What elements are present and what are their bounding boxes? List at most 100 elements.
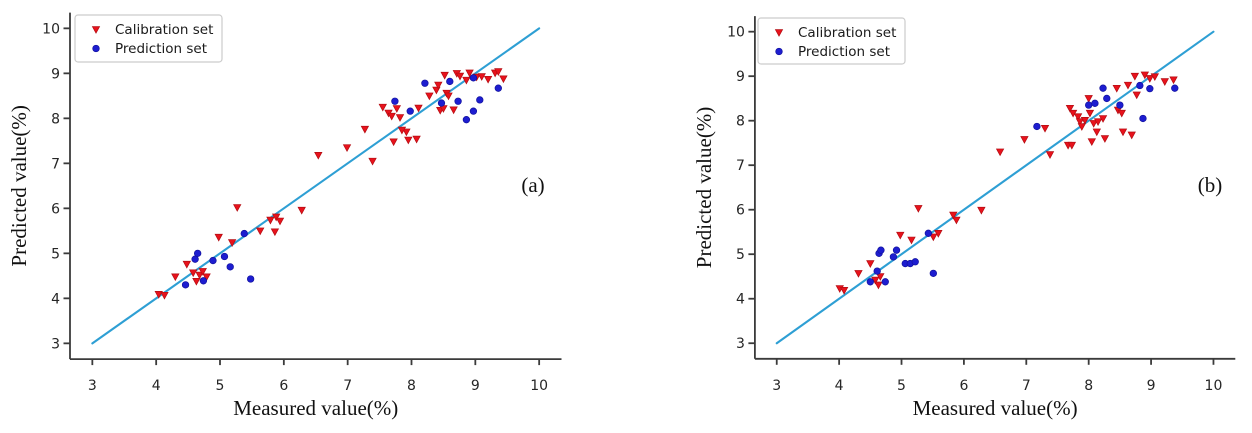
prediction-point xyxy=(1146,84,1154,93)
y-tick-label: 5 xyxy=(736,247,745,263)
y-tick-label: 7 xyxy=(736,158,745,174)
y-tick-label: 9 xyxy=(736,69,745,85)
y-tick-label: 7 xyxy=(51,156,60,172)
legend-box xyxy=(757,17,906,65)
y-tick-label: 6 xyxy=(736,203,745,219)
x-tick-label: 9 xyxy=(1147,378,1156,394)
prediction-point xyxy=(889,253,898,261)
prediction-point xyxy=(240,229,248,238)
prediction-point xyxy=(1139,114,1147,123)
calibration-point xyxy=(1150,73,1160,82)
prediction-point xyxy=(873,267,881,275)
calibration-point xyxy=(1093,118,1103,127)
panel-a: 3 4 5 6 7 8 9 10 3 4 5 6 7 8 9 10 Measured value(%) Predi… xyxy=(7,12,562,420)
calibration-point xyxy=(434,81,443,90)
calibration-point xyxy=(1040,125,1050,133)
prediction-point xyxy=(199,277,208,285)
x-tick-label: 5 xyxy=(897,378,906,394)
calibration-point xyxy=(1085,109,1095,118)
prediction-point xyxy=(421,79,429,87)
calibration-point xyxy=(1117,109,1126,118)
prediction-point xyxy=(1091,99,1099,107)
legend-triangle-down-icon xyxy=(91,26,101,34)
calibration-point xyxy=(896,231,905,240)
y-tick-label: 9 xyxy=(51,66,60,82)
calibration-point xyxy=(876,273,885,281)
calibration-point xyxy=(198,268,207,276)
x-tick-label: 7 xyxy=(343,378,352,394)
panel-b: 3 4 5 6 7 8 9 10 3 4 5 6 7 8 9 10 Measured value(%) Predi… xyxy=(692,16,1236,420)
calibration-point xyxy=(1127,131,1136,140)
calibration-point xyxy=(154,291,163,299)
calibration-point xyxy=(854,270,863,278)
prediction-point xyxy=(1103,94,1111,103)
calibration-point xyxy=(402,128,411,137)
calibration-point xyxy=(995,148,1005,157)
legend-entry-label: Prediction set xyxy=(115,41,207,57)
prediction-point xyxy=(181,281,190,289)
calibration-point xyxy=(160,291,169,300)
calibration-point xyxy=(1045,151,1055,159)
calibration-point xyxy=(1145,75,1155,83)
calibration-point xyxy=(1092,128,1101,137)
calibration-point xyxy=(182,260,192,269)
calibration-point xyxy=(1080,116,1090,125)
x-axis-title: Measured value(%) xyxy=(233,396,398,420)
x-axis-title: Measured value(%) xyxy=(913,396,1078,420)
calibration-point xyxy=(494,68,503,76)
calibration-point xyxy=(412,135,421,144)
calibration-point xyxy=(214,233,223,242)
prediction-set-points xyxy=(181,74,502,289)
calibration-point xyxy=(449,106,458,115)
calibration-point xyxy=(271,213,281,222)
calibration-set-points xyxy=(154,68,508,300)
prediction-point xyxy=(406,107,414,115)
calibration-point xyxy=(233,204,242,212)
x-tick-label: 6 xyxy=(279,378,288,394)
calibration-point xyxy=(389,138,398,147)
y-tick-label: 10 xyxy=(727,25,745,41)
calibration-point xyxy=(440,71,449,80)
prediction-point xyxy=(437,99,446,107)
x-tick-label: 10 xyxy=(1205,378,1223,394)
legend: Calibration set Prediction set xyxy=(74,14,223,63)
calibration-point xyxy=(1118,128,1128,137)
calibration-point xyxy=(1084,95,1093,103)
prediction-point xyxy=(476,96,484,104)
prediction-point xyxy=(194,249,202,258)
y-tick-label: 6 xyxy=(51,201,60,217)
y-tick-label: 3 xyxy=(736,336,745,352)
calibration-set-points xyxy=(835,71,1178,295)
calibration-point xyxy=(874,281,883,290)
x-tick-label: 4 xyxy=(152,378,161,394)
x-tick-label: 8 xyxy=(1084,378,1093,394)
x-tick-label: 3 xyxy=(88,378,97,394)
prediction-point xyxy=(892,246,901,254)
calibration-point xyxy=(1112,84,1121,93)
calibration-point xyxy=(1089,120,1098,128)
calibration-point xyxy=(195,271,204,280)
calibration-point xyxy=(404,136,413,145)
prediction-point xyxy=(246,275,255,283)
prediction-point xyxy=(877,246,885,254)
calibration-point xyxy=(1067,141,1077,150)
x-tick-label: 9 xyxy=(471,378,480,394)
prediction-point xyxy=(911,258,919,266)
legend: Calibration set Prediction set xyxy=(757,17,906,65)
calibration-point xyxy=(256,227,265,236)
prediction-point xyxy=(881,278,889,286)
calibration-point xyxy=(455,72,465,81)
calibration-point xyxy=(1132,91,1141,100)
legend-triangle-down-icon xyxy=(774,29,784,37)
calibration-point xyxy=(949,211,958,220)
calibration-point xyxy=(1075,118,1085,127)
prediction-point xyxy=(391,97,399,105)
prediction-point xyxy=(220,252,229,261)
prediction-point xyxy=(924,229,932,237)
x-tick-label: 5 xyxy=(216,378,225,394)
prediction-point xyxy=(1085,101,1093,109)
legend-box xyxy=(74,14,223,63)
calibration-point xyxy=(189,269,198,278)
